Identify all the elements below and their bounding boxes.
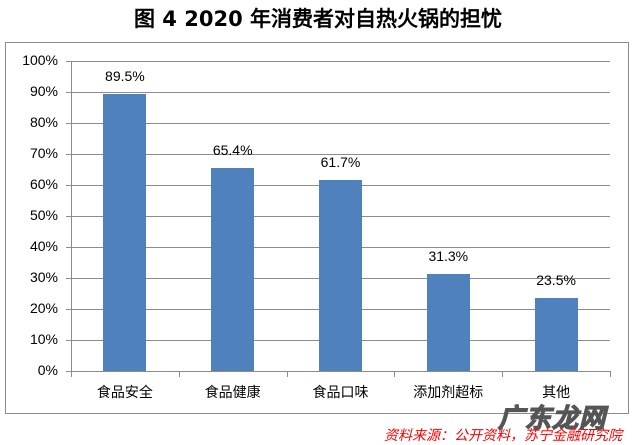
y-tick-mark	[66, 216, 71, 217]
y-tick-mark	[66, 123, 71, 124]
y-axis-line	[71, 61, 72, 372]
y-tick-label: 40%	[29, 238, 58, 254]
x-category-label: 添加剂超标	[413, 385, 484, 401]
y-tick-label: 100%	[22, 52, 58, 68]
gridline	[71, 123, 610, 124]
bar-value-label: 31.3%	[428, 247, 469, 264]
x-axis-line	[71, 371, 610, 372]
x-category-label: 食品健康	[204, 385, 261, 401]
y-tick-label: 50%	[29, 207, 58, 223]
x-tick-mark	[502, 371, 504, 377]
y-tick-mark	[66, 340, 71, 341]
y-tick-mark	[66, 247, 71, 248]
bar	[211, 168, 255, 371]
x-tick-mark	[286, 371, 288, 377]
bar-value-label: 65.4%	[212, 142, 253, 159]
source-note: 资料来源：公开资料，苏宁金融研究院	[384, 428, 622, 444]
y-tick-label: 60%	[29, 176, 58, 192]
y-tick-mark	[66, 61, 71, 62]
y-tick-label: 30%	[29, 269, 58, 285]
bar	[103, 93, 147, 371]
gridline	[71, 154, 610, 155]
bar-value-label: 89.5%	[105, 67, 145, 84]
x-tick-mark	[610, 371, 611, 377]
x-category-label: 食品安全	[96, 385, 153, 401]
y-tick-mark	[66, 92, 71, 93]
bar	[319, 179, 362, 371]
y-tick-label: 10%	[29, 331, 58, 347]
x-tick-mark	[394, 371, 396, 377]
x-tick-mark	[178, 371, 180, 377]
y-tick-label: 70%	[29, 145, 58, 161]
x-category-label: 食品口味	[312, 385, 369, 401]
y-tick-mark	[66, 278, 71, 279]
y-tick-label: 80%	[29, 114, 58, 130]
bar	[426, 273, 470, 371]
y-tick-mark	[66, 309, 71, 310]
bar-value-label: 23.5%	[536, 272, 576, 289]
bar-value-label: 61.7%	[320, 153, 361, 170]
bar	[534, 298, 578, 371]
x-tick-mark	[71, 371, 72, 377]
y-tick-mark	[66, 371, 71, 372]
y-tick-mark	[66, 154, 71, 155]
y-tick-label: 90%	[29, 83, 58, 99]
y-tick-label: 20%	[29, 300, 58, 316]
x-category-label: 其他	[542, 385, 571, 401]
y-tick-mark	[66, 185, 71, 186]
gridline	[71, 92, 610, 93]
y-tick-label: 0%	[37, 362, 58, 378]
watermark: 广东龙网	[497, 403, 607, 434]
gridline	[71, 61, 610, 62]
chart-title: 图 4 2020 年消费者对自热火锅的担忧	[134, 7, 502, 31]
